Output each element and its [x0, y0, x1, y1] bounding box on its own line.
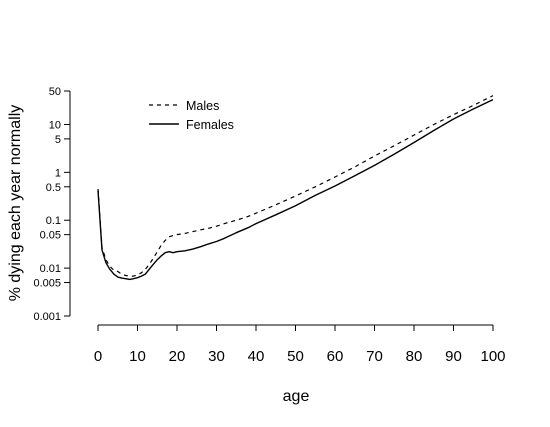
y-tick-label: 1	[55, 167, 61, 179]
y-tick-label: 0.01	[40, 263, 61, 275]
y-tick-label: 0.1	[46, 215, 61, 227]
legend: Males Females	[149, 99, 234, 132]
x-tick-label: 90	[445, 348, 462, 365]
x-tick-label: 20	[169, 348, 186, 365]
y-tick-label: 0.5	[46, 182, 61, 194]
x-tick-label: 70	[366, 348, 383, 365]
y-axis: 0.001 0.005 0.01 0.05 0.1 0.5 1 5 10 50	[33, 86, 71, 323]
y-tick-label: 10	[49, 119, 61, 131]
y-tick-label: 0.05	[40, 230, 61, 242]
x-tick-label: 40	[248, 348, 265, 365]
x-tick-label: 100	[480, 348, 505, 365]
x-tick-label: 0	[94, 348, 102, 365]
y-axis-label: % dying each year normally	[7, 105, 24, 302]
series-layer	[97, 95, 494, 281]
x-tick-label: 30	[208, 348, 225, 365]
x-tick-label: 60	[327, 348, 344, 365]
x-tick-label: 10	[129, 348, 146, 365]
legend-label-females: Females	[186, 118, 234, 132]
y-tick-label: 0.001	[33, 311, 61, 323]
series-line-females	[97, 98, 494, 281]
y-tick-label: 0.005	[33, 278, 61, 290]
y-tick-label: 50	[49, 86, 61, 98]
y-tick-label: 5	[55, 134, 61, 146]
x-axis-label: age	[283, 388, 310, 405]
x-tick-label: 80	[406, 348, 423, 365]
x-axis: 0 10 20 30 40 50 60 70 80 90 100	[94, 324, 506, 365]
legend-label-males: Males	[186, 99, 219, 113]
x-tick-label: 50	[287, 348, 304, 365]
series-line-males	[97, 95, 494, 277]
